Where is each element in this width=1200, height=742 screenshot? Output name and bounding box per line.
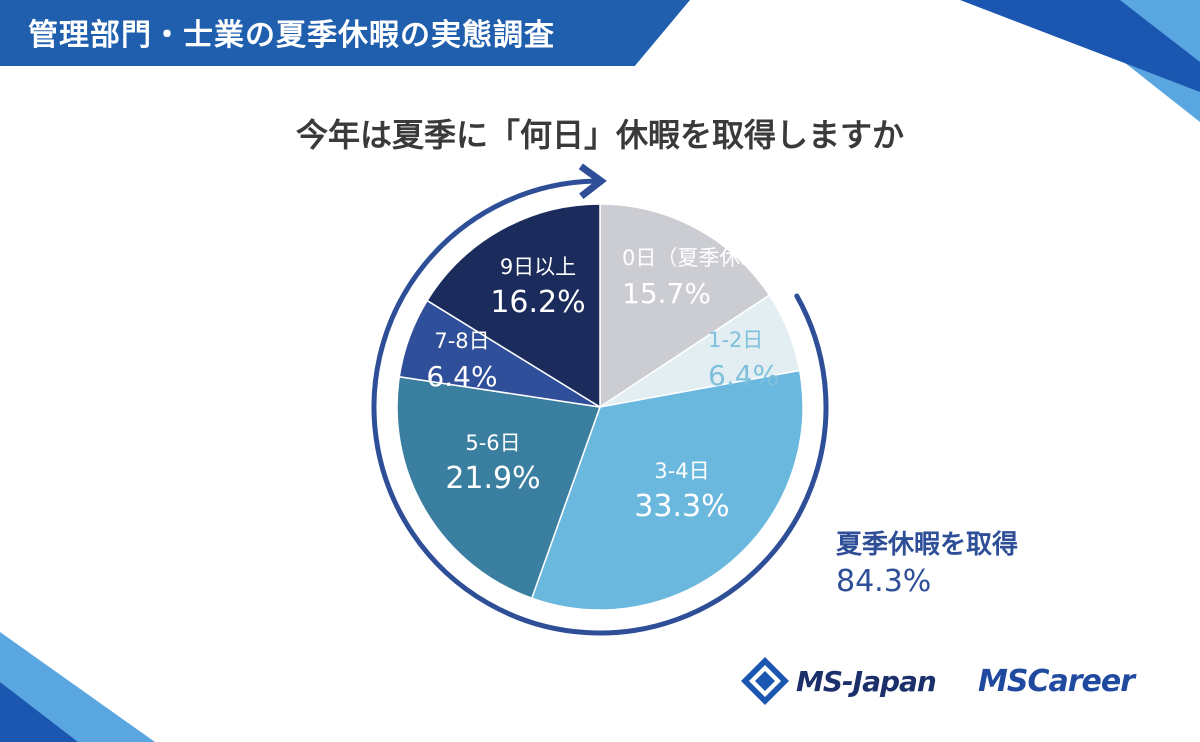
slice-percent-label: 21.9% — [445, 461, 540, 496]
taken-annotation-label: 夏季休暇を取得 — [836, 530, 1019, 560]
page-title: 管理部門・士業の夏季休暇の実態調査 — [28, 18, 555, 53]
slice-percent-label: 16.2% — [490, 285, 585, 320]
slice-category-label: 0日（夏季休暇は取得しない） — [622, 246, 908, 270]
pie-slice — [530, 369, 804, 611]
slice-percent-label: 6.4% — [708, 359, 779, 392]
slice-category-label: 3-4日 — [654, 459, 709, 483]
slice-category-label: 1-2日 — [708, 328, 763, 352]
slice-percent-label: 15.7% — [622, 277, 711, 310]
slice-percent-label: 33.3% — [634, 489, 729, 524]
slice-category-label: 5-6日 — [465, 431, 520, 455]
header-banner — [0, 0, 690, 66]
ms-japan-wordmark: MS-Japan — [796, 664, 937, 698]
ms-japan-mark-icon — [741, 657, 789, 705]
pie-slice — [599, 203, 771, 409]
chart-question: 今年は夏季に「何日」休暇を取得しますか — [295, 116, 904, 154]
pie-slice — [426, 203, 601, 409]
taken-annotation-value: 84.3% — [836, 564, 932, 599]
slice-category-label: 9日以上 — [500, 255, 576, 279]
slice-percent-label: 6.4% — [426, 360, 497, 393]
pie-slice — [396, 375, 602, 600]
ms-career-logo: MSCareer — [978, 664, 1135, 699]
ms-japan-logo: MS-Japan — [740, 656, 937, 706]
taken-arrow-arc — [371, 163, 829, 636]
slice-category-label: 7-8日 — [434, 329, 489, 353]
